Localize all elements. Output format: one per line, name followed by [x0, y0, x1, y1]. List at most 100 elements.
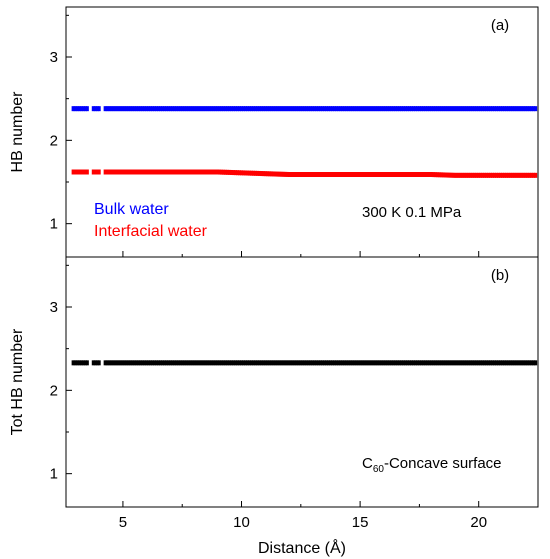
panel-b-annotation: C60-Concave surface	[362, 455, 502, 475]
data-point-b-0	[512, 360, 516, 366]
panel-b-frame	[65, 256, 539, 508]
data-point-a-0	[392, 106, 396, 112]
data-point-a-0	[277, 106, 281, 112]
data-point-a-0	[419, 106, 423, 112]
data-point-a-0	[477, 106, 481, 112]
data-point-a-1	[174, 169, 178, 175]
data-point-b-0	[202, 360, 206, 366]
data-point-b-0	[158, 360, 162, 366]
data-point-b-0	[125, 360, 129, 366]
data-point-a-1	[350, 172, 354, 177]
data-point-a-1	[293, 172, 297, 177]
data-point-b-0	[271, 360, 275, 366]
data-point-b-0	[498, 360, 502, 366]
data-point-a-0	[127, 106, 131, 112]
data-point-b-0	[473, 360, 477, 366]
data-point-b-0	[180, 360, 184, 366]
data-point-b-0	[354, 360, 358, 366]
data-point-a-1	[85, 169, 89, 175]
data-point-a-0	[496, 106, 500, 112]
data-point-b-0	[145, 360, 149, 366]
data-point-a-0	[489, 106, 493, 112]
data-point-a-1	[269, 171, 273, 177]
data-point-a-0	[516, 106, 520, 112]
data-point-a-1	[194, 169, 198, 175]
data-point-a-1	[475, 172, 479, 178]
data-point-a-1	[423, 172, 427, 177]
data-point-b-0	[93, 360, 97, 366]
data-point-b-0	[196, 360, 200, 366]
data-point-b-0	[309, 360, 313, 366]
data-point-b-0	[182, 360, 186, 366]
data-point-a-1	[402, 172, 406, 177]
data-point-a-1	[532, 172, 536, 178]
data-point-a-1	[338, 172, 342, 177]
data-point-a-0	[115, 106, 119, 112]
data-point-b-0	[317, 360, 321, 366]
data-point-a-1	[190, 169, 194, 175]
data-point-a-0	[279, 106, 283, 112]
data-point-a-1	[467, 172, 471, 178]
data-point-b-0	[255, 360, 259, 366]
data-point-b-0	[437, 360, 441, 366]
data-point-a-1	[228, 169, 232, 175]
data-point-a-0	[352, 106, 356, 112]
data-point-a-1	[147, 169, 151, 175]
data-point-a-1	[95, 169, 99, 175]
data-point-a-1	[508, 172, 512, 178]
data-point-b-0	[348, 360, 352, 366]
x-tick-label: 10	[233, 514, 250, 531]
data-point-a-0	[323, 106, 327, 112]
data-point-a-0	[447, 106, 451, 112]
data-point-b-0	[421, 360, 425, 366]
data-point-a-1	[170, 169, 174, 175]
data-point-b-0	[453, 360, 457, 366]
data-point-b-0	[277, 360, 281, 366]
data-point-a-0	[224, 106, 228, 112]
data-point-a-0	[485, 106, 489, 112]
data-point-b-0	[386, 360, 390, 366]
data-point-a-0	[366, 106, 370, 112]
data-point-a-0	[73, 106, 77, 112]
data-point-b-0	[299, 360, 303, 366]
data-point-a-0	[155, 106, 159, 112]
data-point-a-1	[253, 170, 257, 176]
data-point-b-0	[283, 360, 287, 366]
data-point-a-0	[441, 106, 445, 112]
data-point-a-0	[404, 106, 408, 112]
data-point-a-0	[287, 106, 291, 112]
data-point-a-1	[315, 172, 319, 177]
data-point-b-0	[334, 360, 338, 366]
panel-a-ylabel: HB number	[9, 91, 26, 173]
data-point-a-0	[534, 106, 538, 112]
data-point-a-0	[386, 106, 390, 112]
data-point-b-0	[520, 360, 524, 366]
data-point-a-1	[386, 172, 390, 177]
data-point-a-0	[457, 106, 461, 112]
data-point-a-1	[115, 169, 119, 175]
data-point-b-0	[149, 360, 153, 366]
data-point-a-1	[384, 172, 388, 177]
data-point-a-1	[153, 169, 157, 175]
data-point-a-0	[123, 106, 127, 112]
data-point-a-0	[204, 106, 208, 112]
data-point-a-1	[91, 169, 95, 175]
data-point-a-0	[321, 106, 325, 112]
data-point-a-0	[259, 106, 263, 112]
data-point-a-1	[346, 172, 350, 177]
data-point-a-0	[384, 106, 388, 112]
data-point-a-0	[71, 106, 75, 112]
data-point-a-0	[297, 106, 301, 112]
data-point-b-0	[469, 360, 473, 366]
data-point-a-1	[277, 171, 281, 177]
data-point-a-0	[103, 106, 107, 112]
data-point-a-0	[376, 106, 380, 112]
data-point-a-1	[512, 172, 516, 178]
data-point-a-1	[77, 169, 81, 175]
data-point-b-0	[530, 360, 534, 366]
data-point-a-1	[305, 172, 309, 177]
data-point-a-1	[457, 172, 461, 178]
data-point-a-1	[303, 172, 307, 177]
data-point-a-0	[184, 106, 188, 112]
data-point-a-0	[299, 106, 303, 112]
